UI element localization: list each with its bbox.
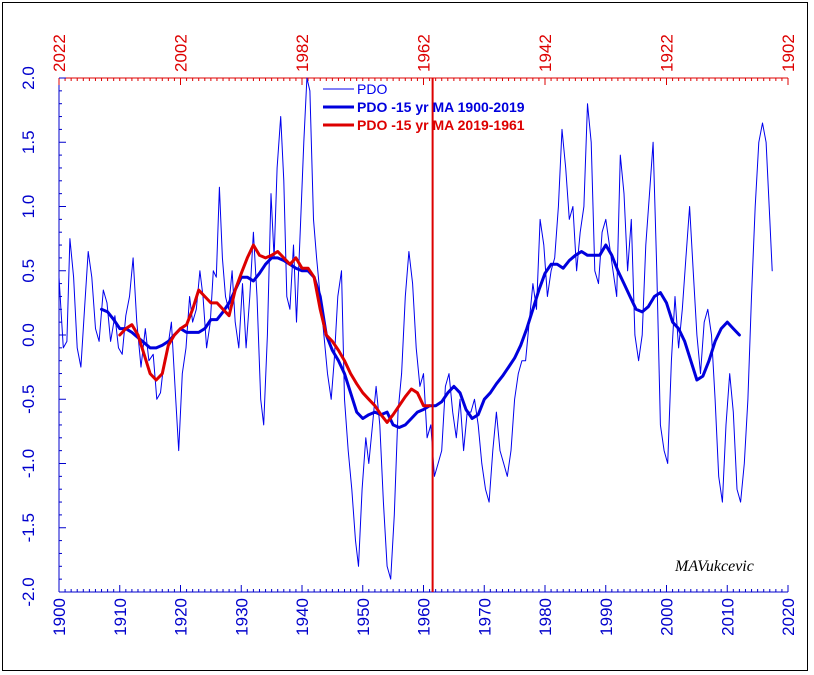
x-tick-label: 2020: [779, 598, 798, 636]
x-tick-label: 1900: [50, 598, 69, 636]
top-tick-label: 1962: [415, 34, 434, 72]
series-line-0: [58, 77, 773, 580]
series-layer: [58, 77, 773, 580]
top-tick-label: 1902: [779, 34, 798, 72]
top-tick-label: 1942: [536, 34, 555, 72]
y-tick-label: -0.5: [19, 385, 38, 414]
x-tick-label: 1950: [354, 598, 373, 636]
top-tick-label: 2022: [50, 34, 69, 72]
x-tick-label: 1970: [475, 598, 494, 636]
legend-label-pdo: PDO: [357, 81, 387, 97]
y-tick-label: 1.5: [19, 130, 38, 154]
x-tick-label: 2010: [718, 598, 737, 636]
x-tick-label: 1960: [415, 598, 434, 636]
legend: PDO PDO -15 yr MA 1900-2019 PDO -15 yr M…: [323, 81, 525, 133]
top-tick-label: 2002: [172, 34, 191, 72]
legend-label-ma-forward: PDO -15 yr MA 1900-2019: [357, 99, 525, 115]
series-line-1: [100, 243, 741, 429]
x-tick-label: 2000: [658, 598, 677, 636]
y-tick-label: -1.0: [19, 449, 38, 478]
series-line-2: [118, 243, 432, 424]
y-tick-label: -2.0: [19, 577, 38, 606]
x-tick-label: 1930: [232, 598, 251, 636]
legend-label-ma-reverse: PDO -15 yr MA 2019-1961: [357, 117, 525, 133]
top-tick-label: 1982: [293, 34, 312, 72]
y-tick-label: -1.5: [19, 513, 38, 542]
y-tick-label: 2.0: [19, 66, 38, 90]
y-tick-label: 0.5: [19, 259, 38, 283]
y-tick-label: 1.0: [19, 195, 38, 219]
x-tick-label: 1940: [293, 598, 312, 636]
top-tick-label: 1922: [658, 34, 677, 72]
x-tick-label: 1910: [111, 598, 130, 636]
x-tick-label: 1980: [536, 598, 555, 636]
axes-layer: 1900 1910 1920 1930 1940 1950 1960 1970 1980 1990…: [19, 34, 798, 636]
x-tick-label: 1990: [597, 598, 616, 636]
y-tick-label: 0.0: [19, 323, 38, 347]
x-tick-label: 1920: [172, 598, 191, 636]
signature: MAVukcevic: [674, 558, 754, 575]
